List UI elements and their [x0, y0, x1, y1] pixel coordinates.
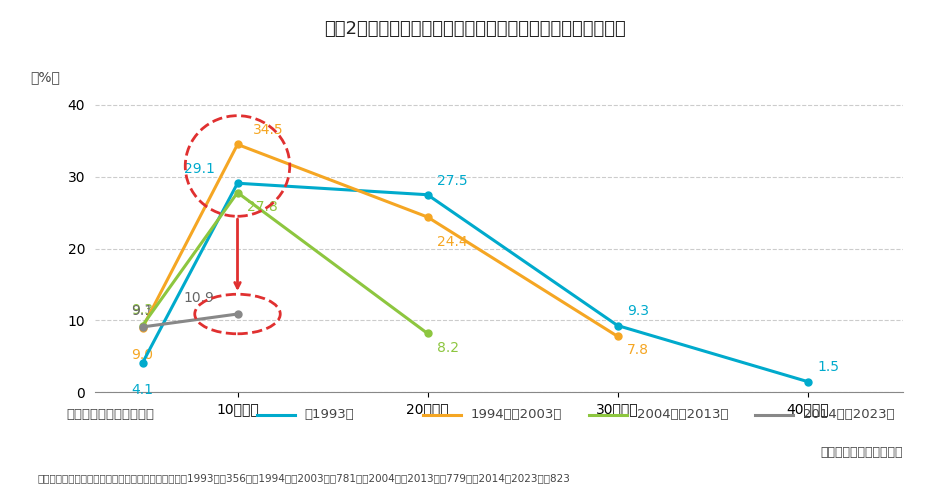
Text: 4.1: 4.1	[131, 383, 154, 397]
Text: 9.3: 9.3	[627, 304, 649, 318]
Text: （%）: （%）	[30, 70, 60, 85]
Text: （借入からの経過年数）: （借入からの経過年数）	[820, 446, 902, 459]
Text: 2014年～2023年: 2014年～2023年	[803, 408, 894, 422]
Text: ＊回答者：住宅ローン利用経験者　＊回答者数：＜～1993年＞356、＜1994年～2003年＞781、＜2004年～2013年＞779、＜2014～2023年＞: ＊回答者：住宅ローン利用経験者 ＊回答者数：＜～1993年＞356、＜1994年…	[38, 473, 571, 483]
Text: 29.1: 29.1	[183, 162, 215, 176]
Text: 9.0: 9.0	[131, 348, 154, 362]
Text: 9.3: 9.3	[131, 303, 154, 317]
Text: 2004年～2013年: 2004年～2013年	[636, 408, 728, 422]
Text: （住宅ローン借入時期）: （住宅ローン借入時期）	[66, 408, 155, 422]
Text: 9.1: 9.1	[131, 304, 154, 318]
Text: 1994年～2003年: 1994年～2003年	[470, 408, 561, 422]
Text: 10.9: 10.9	[183, 291, 215, 305]
Text: 1.5: 1.5	[817, 360, 839, 374]
Text: 図表2　住宅ローンの繰上返済時期（住宅ローン借入時期別）: 図表2 住宅ローンの繰上返済時期（住宅ローン借入時期別）	[324, 20, 626, 38]
Text: 24.4: 24.4	[437, 235, 467, 249]
Text: 27.8: 27.8	[247, 200, 277, 214]
Text: 8.2: 8.2	[437, 341, 459, 355]
Text: 27.5: 27.5	[437, 174, 467, 188]
Text: 7.8: 7.8	[627, 344, 649, 358]
Text: ～1993年: ～1993年	[304, 408, 353, 422]
Text: 34.5: 34.5	[253, 123, 283, 137]
